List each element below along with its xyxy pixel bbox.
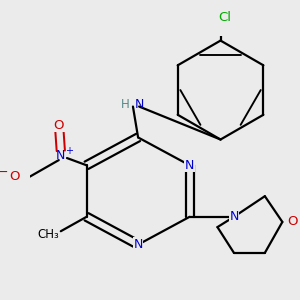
Text: H: H <box>122 98 130 111</box>
Text: CH₃: CH₃ <box>38 228 59 241</box>
Text: +: + <box>65 146 73 156</box>
Text: N: N <box>134 98 144 111</box>
Text: N: N <box>229 210 239 223</box>
Text: O: O <box>287 215 298 229</box>
Text: Cl: Cl <box>218 11 231 24</box>
Text: O: O <box>53 118 64 132</box>
Text: −: − <box>0 166 8 179</box>
Text: O: O <box>9 170 20 183</box>
Text: N: N <box>185 159 194 172</box>
Text: N: N <box>56 149 65 163</box>
Text: N: N <box>134 238 143 251</box>
